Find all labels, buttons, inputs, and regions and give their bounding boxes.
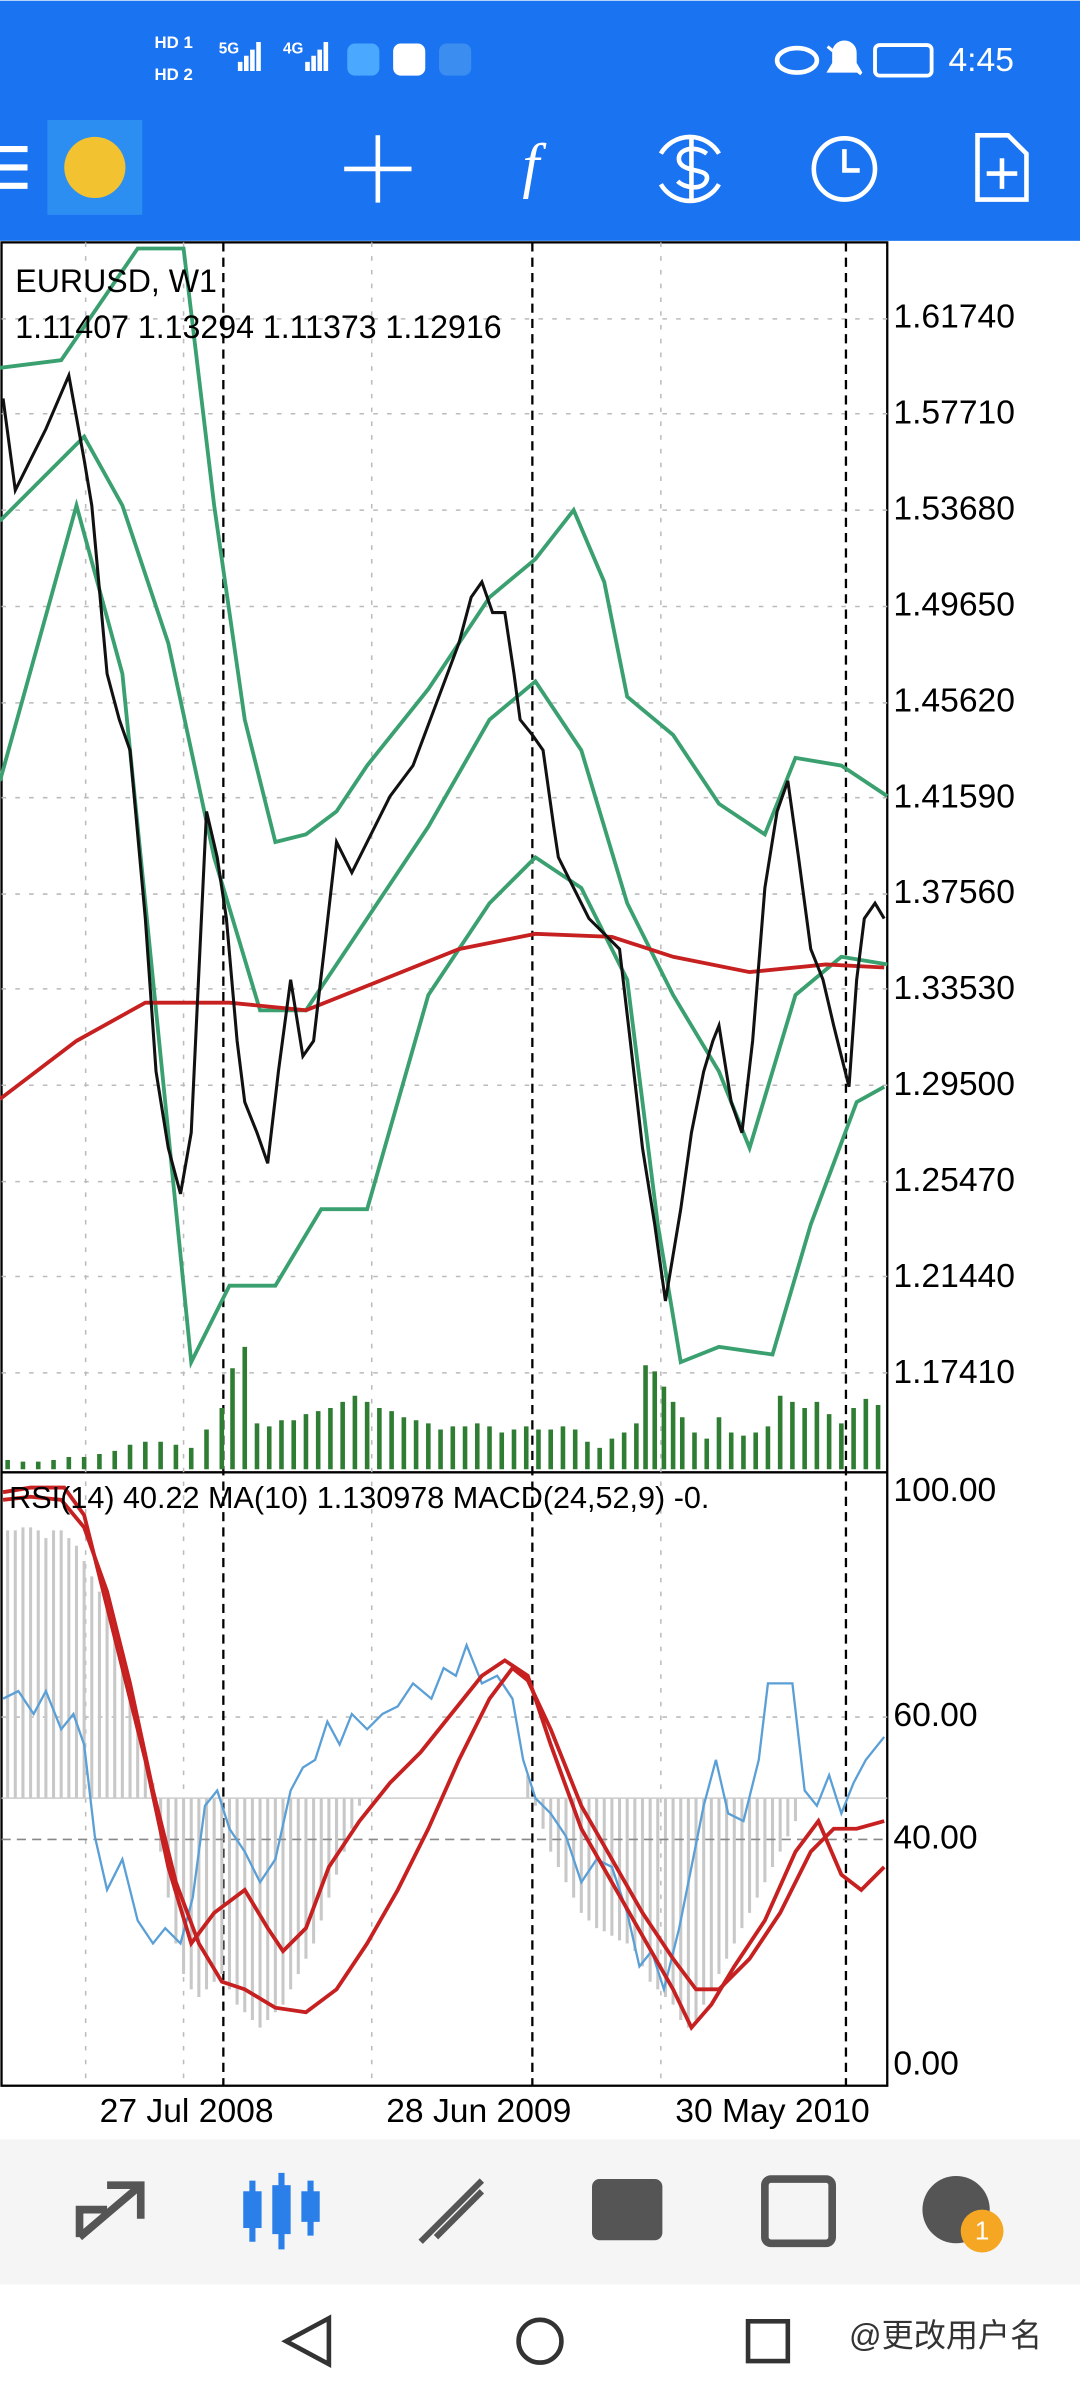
price-label: 1.45620 <box>893 682 1015 719</box>
clock: 4:45 <box>948 42 1013 79</box>
price-label: 1.61740 <box>893 299 1015 336</box>
bollinger-middle <box>0 433 888 1154</box>
nav-chart-candle <box>272 2185 291 2235</box>
nav-chart-candle <box>243 2191 262 2228</box>
eye-icon <box>774 45 820 75</box>
crosshair-button[interactable] <box>344 135 412 203</box>
price-candles <box>1 370 886 1302</box>
new-order-button[interactable] <box>975 133 1029 202</box>
period-separator <box>222 242 848 2086</box>
price-label: 1.17410 <box>893 1354 1015 1391</box>
rsi-line <box>2 1641 886 1994</box>
period-hand <box>842 149 860 173</box>
home-button[interactable] <box>516 2317 564 2365</box>
volume-bars <box>5 1346 881 1470</box>
macd-signal <box>2 1485 886 2032</box>
back-button[interactable] <box>281 2314 332 2368</box>
bollinger-lower <box>0 498 886 1369</box>
oscillator-label: 40.00 <box>893 1819 977 1856</box>
bottom-nav <box>0 2139 1080 2285</box>
moving-average <box>0 931 885 1101</box>
price-axis: 1.61740 1.57710 1.53680 1.49650 1.45620 1.415… <box>893 299 1015 1391</box>
mt4-logo-mark <box>64 136 126 199</box>
price-label: 1.57710 <box>893 395 1015 432</box>
price-label: 1.49650 <box>893 587 1015 624</box>
app-header <box>0 0 1080 241</box>
price-label: 1.53680 <box>893 491 1015 528</box>
sim-label: HD 2 <box>155 65 193 84</box>
price-label: 1.29500 <box>893 1066 1015 1103</box>
chart-frame <box>0 241 889 2087</box>
period-button[interactable] <box>811 136 878 202</box>
app-icon <box>347 43 380 76</box>
price-label: 1.41590 <box>893 778 1015 815</box>
date-label: 30 May 2010 <box>675 2093 870 2130</box>
app-icon <box>393 43 426 76</box>
battery-icon <box>873 43 934 78</box>
nav-chart-candle <box>301 2191 320 2222</box>
signal-icon <box>237 41 261 72</box>
nav-trade[interactable] <box>418 2178 485 2244</box>
nav-history[interactable] <box>592 2179 663 2241</box>
date-label: 27 Jul 2008 <box>100 2093 274 2130</box>
trade-button[interactable] <box>658 134 721 204</box>
message-badge <box>960 2209 1004 2253</box>
price-label: 1.37560 <box>893 874 1015 911</box>
price-label: 1.33530 <box>893 970 1015 1007</box>
mute-icon <box>826 40 863 76</box>
watermark: @更改用户名 <box>849 2318 1042 2354</box>
network-label: 4G <box>283 41 303 58</box>
app-icon <box>439 43 472 76</box>
ohlc-label: 1.11407 1.13294 1.11373 1.12916 <box>15 309 501 345</box>
signal-icon <box>305 41 329 72</box>
oscillator-label: 0.00 <box>893 2046 958 2083</box>
oscillator-axis: 100.00 60.00 40.00 0.00 <box>893 1472 996 2083</box>
nav-quotes[interactable] <box>75 2181 145 2241</box>
date-label: 28 Jun 2009 <box>386 2093 571 2130</box>
network-label: 5G <box>219 41 239 58</box>
date-axis: 27 Jul 2008 28 Jun 2009 30 May 2010 <box>100 2093 870 2130</box>
nav-news[interactable] <box>761 2175 837 2248</box>
menu-button[interactable] <box>0 146 28 189</box>
macd-histogram <box>6 1527 797 2028</box>
price-label: 1.21440 <box>893 1258 1015 1295</box>
indicator-label: RSI(14) 40.22 MA(10) 1.130978 MACD(24,52… <box>9 1481 709 1515</box>
badge-count: 1 <box>975 2215 989 2245</box>
oscillator-label: 100.00 <box>893 1472 996 1509</box>
recents-button[interactable] <box>745 2319 791 2364</box>
symbol-label: EURUSD, W1 <box>15 263 217 299</box>
oscillator-label: 60.00 <box>893 1697 977 1734</box>
price-label: 1.25470 <box>893 1162 1015 1199</box>
sim-label: HD 1 <box>155 33 193 52</box>
